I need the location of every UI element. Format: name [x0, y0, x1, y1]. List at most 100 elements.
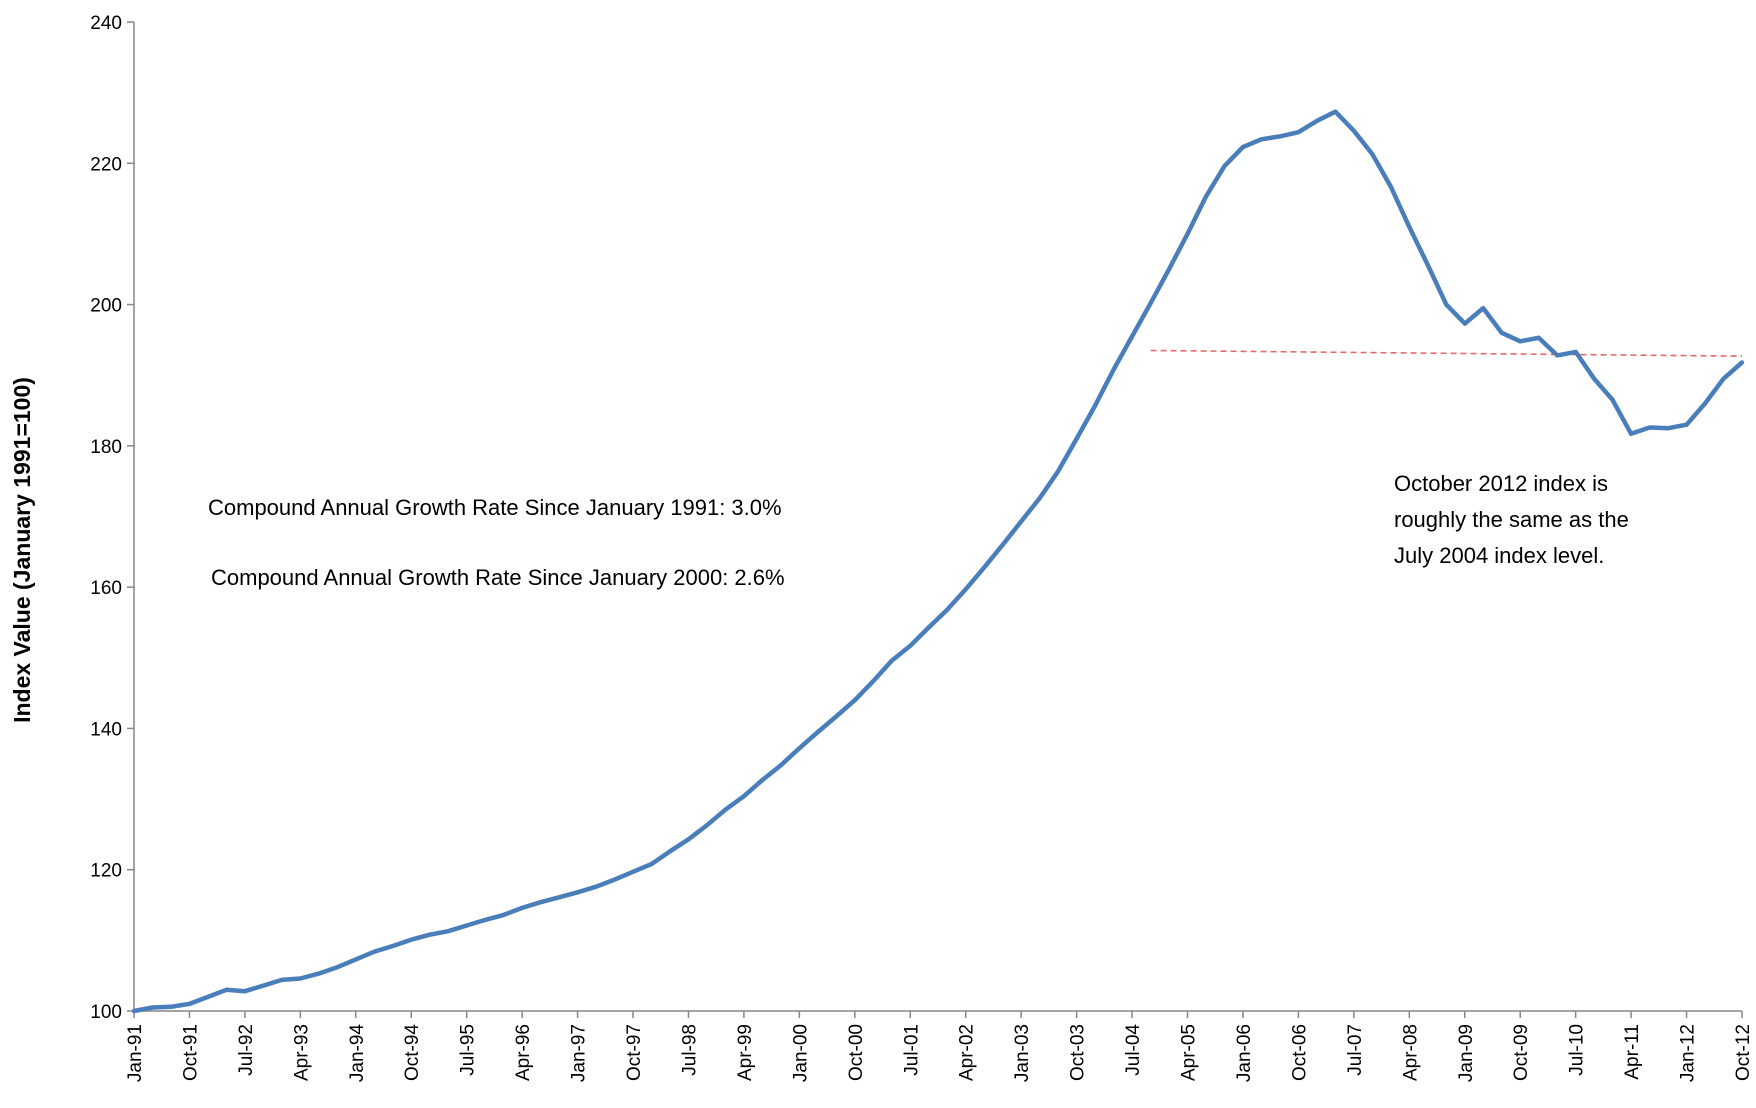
data-point — [1592, 377, 1596, 381]
data-point — [1463, 322, 1467, 326]
series-group — [131, 109, 1745, 1014]
data-point — [1149, 301, 1153, 305]
data-point — [1278, 134, 1282, 138]
data-point — [797, 746, 801, 750]
x-tick-label: Apr-93 — [291, 1024, 312, 1081]
data-point — [1038, 496, 1042, 500]
x-tick-label: Oct-09 — [1511, 1024, 1532, 1081]
data-point — [1333, 110, 1337, 114]
x-tick-label: Jul-04 — [1123, 1024, 1144, 1076]
data-point — [1407, 225, 1411, 229]
x-tick-label: Jul-98 — [679, 1024, 700, 1076]
annotation-note-line-2: roughly the same as the — [1394, 507, 1629, 532]
data-point — [372, 950, 376, 954]
x-tick-label: Oct-12 — [1733, 1024, 1754, 1081]
y-tick-label: 140 — [90, 719, 122, 740]
data-point — [686, 837, 690, 841]
y-tick-label: 220 — [90, 154, 122, 175]
x-tick-label: Jan-00 — [790, 1024, 811, 1082]
data-point — [1555, 353, 1559, 357]
x-tick-label: Jan-06 — [1234, 1024, 1255, 1082]
data-point — [1685, 423, 1689, 427]
data-point — [557, 895, 561, 899]
data-point — [502, 913, 506, 917]
data-point — [1315, 119, 1319, 123]
y-tick-label: 160 — [90, 578, 122, 599]
data-point — [446, 929, 450, 933]
annotation-note-line-1: October 2012 index is — [1394, 471, 1608, 496]
data-point — [964, 587, 968, 591]
x-tick-label: Apr-11 — [1622, 1024, 1643, 1080]
data-point — [1075, 437, 1079, 441]
x-tick-label: Jul-95 — [458, 1024, 479, 1076]
annotation-cagr-1991: Compound Annual Growth Rate Since Januar… — [208, 495, 782, 520]
x-tick-label: Oct-00 — [846, 1024, 867, 1081]
reference-line — [1150, 349, 1743, 357]
x-tick-label: Jul-07 — [1345, 1024, 1366, 1076]
data-point — [169, 1005, 173, 1009]
data-point — [853, 698, 857, 702]
data-point — [391, 944, 395, 948]
x-tick-label: Jan-97 — [569, 1024, 590, 1082]
x-axis-ticks: Jan-91 Oct-91 Jul-92 Apr-93 Jan-94 Oct-94 Jul-… — [125, 1011, 1754, 1082]
data-point — [187, 1002, 191, 1006]
annotation-note-line-3: July 2004 index level. — [1394, 543, 1604, 568]
x-tick-label: Jan-91 — [125, 1024, 146, 1082]
y-axis-ticks: 100 120 140 160 180 200 220 240 — [90, 13, 134, 1023]
x-tick-label: Apr-02 — [957, 1024, 978, 1081]
data-point — [243, 989, 247, 993]
series-line — [131, 109, 1745, 1014]
x-tick-label: Oct-91 — [180, 1024, 201, 1081]
data-point — [1167, 267, 1171, 271]
data-point — [1370, 152, 1374, 156]
data-point — [1093, 404, 1097, 408]
data-point — [280, 978, 284, 982]
data-point — [150, 1005, 154, 1009]
data-point — [613, 878, 617, 882]
data-point — [465, 924, 469, 928]
x-tick-label: Oct-03 — [1068, 1024, 1089, 1081]
data-point — [1666, 426, 1670, 430]
data-point — [1574, 350, 1578, 354]
x-tick-label: Oct-06 — [1289, 1024, 1310, 1081]
x-tick-label: Jul-10 — [1567, 1024, 1588, 1076]
y-tick-label: 240 — [90, 13, 122, 34]
data-point — [1204, 194, 1208, 198]
x-tick-label: Apr-96 — [513, 1024, 534, 1081]
data-point — [1629, 432, 1633, 436]
data-point — [871, 679, 875, 683]
data-point — [1481, 306, 1485, 310]
y-tick-label: 180 — [90, 437, 122, 458]
x-tick-label: Apr-99 — [735, 1024, 756, 1081]
data-point — [1518, 339, 1522, 343]
data-point — [908, 644, 912, 648]
data-point — [1500, 331, 1504, 335]
data-point — [1722, 377, 1726, 381]
x-tick-label: Apr-05 — [1179, 1024, 1200, 1081]
data-point — [1648, 425, 1652, 429]
x-tick-label: Oct-97 — [624, 1024, 645, 1081]
data-point — [1001, 543, 1005, 547]
data-point — [1130, 334, 1134, 338]
data-point — [650, 862, 654, 866]
data-point — [779, 763, 783, 767]
data-point — [834, 714, 838, 718]
data-point — [206, 995, 210, 999]
x-tick-label: Jan-09 — [1456, 1024, 1477, 1082]
data-point — [1056, 469, 1060, 473]
axes — [133, 22, 1742, 1012]
data-point — [1352, 129, 1356, 133]
data-point — [1444, 303, 1448, 307]
y-tick-label: 200 — [90, 296, 122, 317]
x-tick-label: Jan-94 — [347, 1024, 368, 1083]
data-point — [1241, 145, 1245, 149]
annotation-cagr-2000: Compound Annual Growth Rate Since Januar… — [211, 565, 785, 590]
y-tick-label: 100 — [90, 1002, 122, 1023]
data-point — [1112, 368, 1116, 372]
data-point — [1703, 401, 1707, 405]
data-point — [927, 625, 931, 629]
data-point — [317, 972, 321, 976]
data-point — [1296, 130, 1300, 134]
